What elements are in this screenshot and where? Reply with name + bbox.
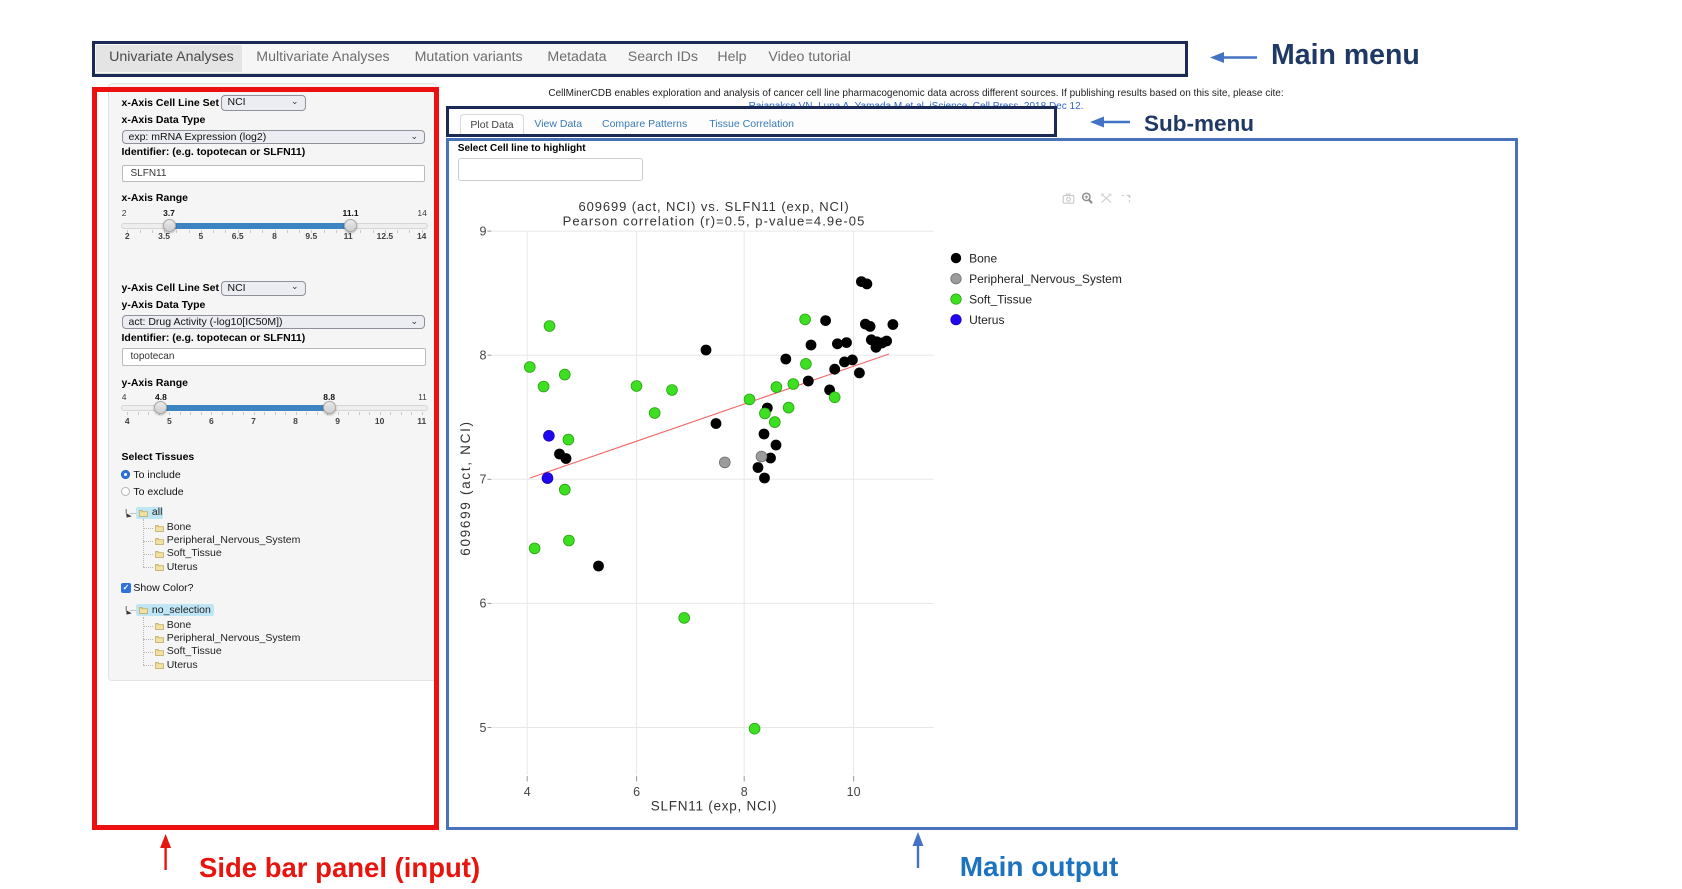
svg-text:4: 4 [524,785,531,799]
svg-text:6: 6 [633,785,640,799]
svg-text:609699 (act, NCI): 609699 (act, NCI) [458,420,473,555]
svg-text:8: 8 [480,349,487,363]
svg-text:Peripheral_Nervous_System: Peripheral_Nervous_System [969,272,1122,286]
svg-text:Pearson correlation (r)=0.5, p: Pearson correlation (r)=0.5, p-value=4.9… [563,213,866,228]
svg-text:10: 10 [847,785,861,799]
svg-text:5: 5 [480,721,487,735]
svg-text:6: 6 [480,597,487,611]
svg-text:Soft_Tissue: Soft_Tissue [969,292,1032,306]
svg-text:SLFN11 (exp, NCI): SLFN11 (exp, NCI) [651,799,778,814]
svg-text:Bone: Bone [969,251,997,265]
svg-text:9: 9 [480,224,487,238]
svg-text:7: 7 [480,473,487,487]
svg-text:8: 8 [741,785,748,799]
svg-text:Uterus: Uterus [969,313,1004,327]
svg-text:609699 (act, NCI) vs. SLFN11 (: 609699 (act, NCI) vs. SLFN11 (exp, NCI) [578,199,849,214]
